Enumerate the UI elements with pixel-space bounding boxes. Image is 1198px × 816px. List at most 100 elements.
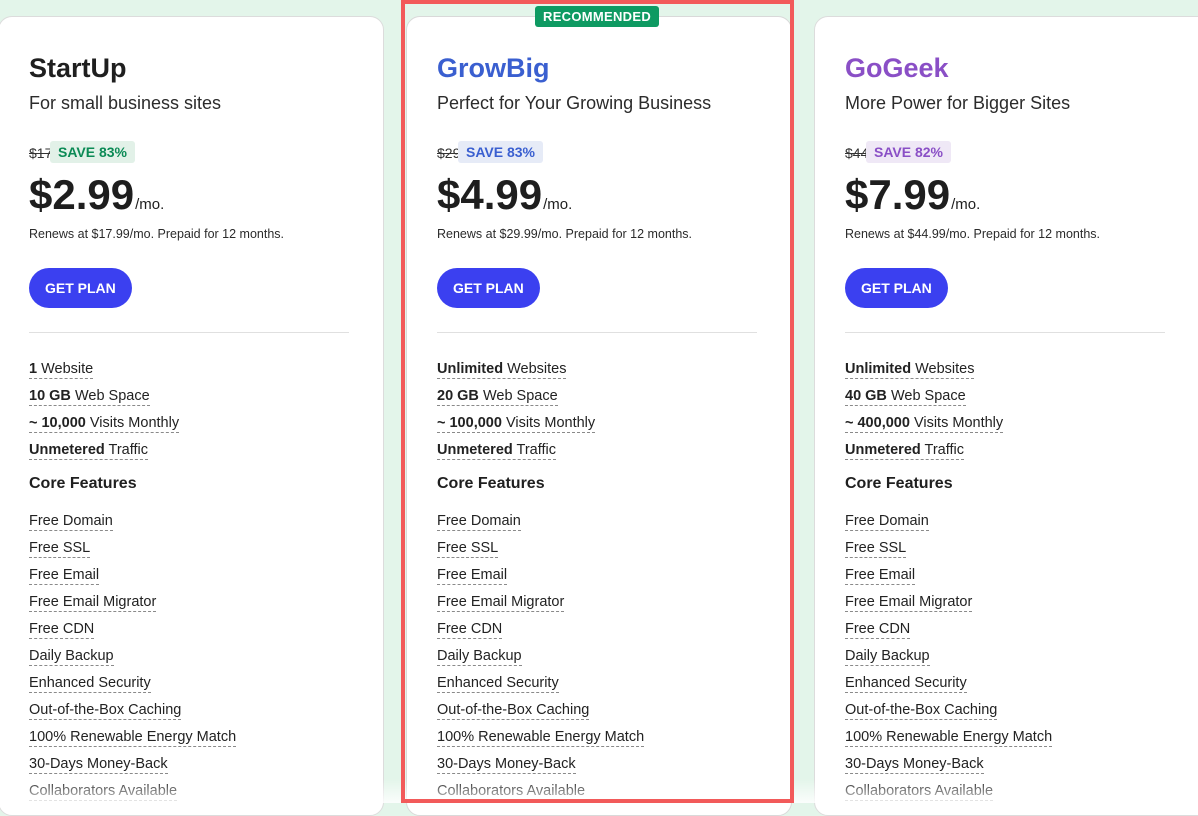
get-plan-button[interactable]: GET PLAN <box>29 268 132 308</box>
feature-item[interactable]: Free SSL <box>845 540 907 558</box>
core-features-heading: Core Features <box>845 475 953 492</box>
spec-item[interactable]: 1 Website <box>29 360 94 379</box>
plan-price: $4.99/mo. <box>437 171 572 219</box>
spec-label: Websites <box>911 361 975 377</box>
plan-tagline: More Power for Bigger Sites <box>845 93 1071 113</box>
spec-item[interactable]: 20 GB Web Space <box>437 387 558 406</box>
save-badge: SAVE 82% <box>866 141 951 163</box>
spec-value: Unmetered <box>437 442 513 458</box>
feature-item[interactable]: Free SSL <box>29 540 91 558</box>
divider <box>29 332 349 333</box>
spec-item[interactable]: Unmetered Traffic <box>29 441 148 460</box>
core-features-heading: Core Features <box>437 475 545 492</box>
feature-item[interactable]: Free CDN <box>437 621 503 639</box>
spec-label: Web Space <box>478 388 558 404</box>
price-period: /mo. <box>951 196 981 213</box>
spec-item[interactable]: ~ 10,000 Visits Monthly <box>29 414 180 433</box>
feature-item[interactable]: Collaborators Available <box>437 783 586 801</box>
feature-item[interactable]: Out-of-the-Box Caching <box>845 702 998 720</box>
feature-item[interactable]: Free CDN <box>845 621 911 639</box>
feature-item[interactable]: Daily Backup <box>437 648 522 666</box>
renewal-note: Renews at $17.99/mo. Prepaid for 12 mont… <box>29 227 285 241</box>
spec-item[interactable]: ~ 400,000 Visits Monthly <box>845 414 1004 433</box>
feature-item[interactable]: 100% Renewable Energy Match <box>29 729 237 747</box>
feature-item[interactable]: Free Email <box>437 567 508 585</box>
feature-item[interactable]: Daily Backup <box>29 648 114 666</box>
spec-item[interactable]: Unmetered Traffic <box>437 441 556 460</box>
save-badge: SAVE 83% <box>50 141 135 163</box>
spec-value: Unmetered <box>845 442 921 458</box>
plan-name: StartUp <box>29 53 127 83</box>
feature-item[interactable]: Daily Backup <box>845 648 930 666</box>
feature-item[interactable]: Collaborators Available <box>845 783 994 801</box>
get-plan-button[interactable]: GET PLAN <box>845 268 948 308</box>
spec-value: ~ 100,000 <box>437 415 502 431</box>
spec-label: Web Space <box>886 388 966 404</box>
feature-item[interactable]: Out-of-the-Box Caching <box>437 702 590 720</box>
spec-value: Unmetered <box>29 442 105 458</box>
price-amount: $7.99 <box>845 171 951 218</box>
spec-value: Unlimited <box>845 361 912 377</box>
feature-item[interactable]: Enhanced Security <box>845 675 967 693</box>
feature-item[interactable]: Free Domain <box>29 513 113 531</box>
spec-item[interactable]: ~ 100,000 Visits Monthly <box>437 414 596 433</box>
core-features-heading: Core Features <box>29 475 137 492</box>
spec-label: Visits Monthly <box>501 415 596 431</box>
feature-item[interactable]: Free Email <box>845 567 916 585</box>
feature-item[interactable]: Free SSL <box>437 540 499 558</box>
price-period: /mo. <box>543 196 573 213</box>
spec-label: Websites <box>503 361 567 377</box>
spec-value: 1 <box>29 361 38 377</box>
feature-item[interactable]: Enhanced Security <box>437 675 559 693</box>
renewal-note: Renews at $44.99/mo. Prepaid for 12 mont… <box>845 227 1101 241</box>
feature-item[interactable]: Free Email <box>29 567 100 585</box>
spec-value: ~ 400,000 <box>845 415 910 431</box>
spec-label: Visits Monthly <box>85 415 180 431</box>
recommended-badge: RECOMMENDED <box>535 6 660 27</box>
get-plan-button[interactable]: GET PLAN <box>437 268 540 308</box>
feature-item[interactable]: Free Domain <box>437 513 521 531</box>
spec-item[interactable]: Unmetered Traffic <box>845 441 964 460</box>
feature-item[interactable]: Collaborators Available <box>29 783 178 801</box>
feature-item[interactable]: Free Email Migrator <box>29 594 157 612</box>
spec-label: Traffic <box>920 442 964 458</box>
plan-tagline: Perfect for Your Growing Business <box>437 93 712 113</box>
price-amount: $2.99 <box>29 171 135 218</box>
spec-value: 10 GB <box>29 388 71 404</box>
spec-value: 20 GB <box>437 388 479 404</box>
feature-item[interactable]: Out-of-the-Box Caching <box>29 702 182 720</box>
spec-label: Web Space <box>70 388 150 404</box>
feature-item[interactable]: Free Email Migrator <box>845 594 973 612</box>
spec-label: Website <box>37 361 94 377</box>
feature-item[interactable]: 30-Days Money-Back <box>437 756 576 774</box>
divider <box>437 332 757 333</box>
spec-item[interactable]: Unlimited Websites <box>845 360 975 379</box>
plan-price: $7.99/mo. <box>845 171 980 219</box>
spec-item[interactable]: Unlimited Websites <box>437 360 567 379</box>
feature-item[interactable]: Free Email Migrator <box>437 594 565 612</box>
spec-item[interactable]: 40 GB Web Space <box>845 387 966 406</box>
plan-name: GrowBig <box>437 53 550 83</box>
plan-tagline: For small business sites <box>29 93 222 113</box>
feature-item[interactable]: Free Domain <box>845 513 929 531</box>
price-amount: $4.99 <box>437 171 543 218</box>
feature-item[interactable]: 30-Days Money-Back <box>845 756 984 774</box>
spec-value: 40 GB <box>845 388 887 404</box>
spec-value: ~ 10,000 <box>29 415 86 431</box>
spec-value: Unlimited <box>437 361 504 377</box>
price-period: /mo. <box>135 196 165 213</box>
feature-item[interactable]: 30-Days Money-Back <box>29 756 168 774</box>
spec-label: Visits Monthly <box>909 415 1004 431</box>
plan-name: GoGeek <box>845 53 949 83</box>
feature-item[interactable]: 100% Renewable Energy Match <box>437 729 645 747</box>
plan-card-growbig: GrowBig Perfect for Your Growing Business… <box>406 16 792 816</box>
feature-item[interactable]: 100% Renewable Energy Match <box>845 729 1053 747</box>
save-badge: SAVE 83% <box>458 141 543 163</box>
feature-item[interactable]: Free CDN <box>29 621 95 639</box>
plan-price: $2.99/mo. <box>29 171 164 219</box>
spec-label: Traffic <box>104 442 148 458</box>
spec-item[interactable]: 10 GB Web Space <box>29 387 150 406</box>
feature-item[interactable]: Enhanced Security <box>29 675 151 693</box>
